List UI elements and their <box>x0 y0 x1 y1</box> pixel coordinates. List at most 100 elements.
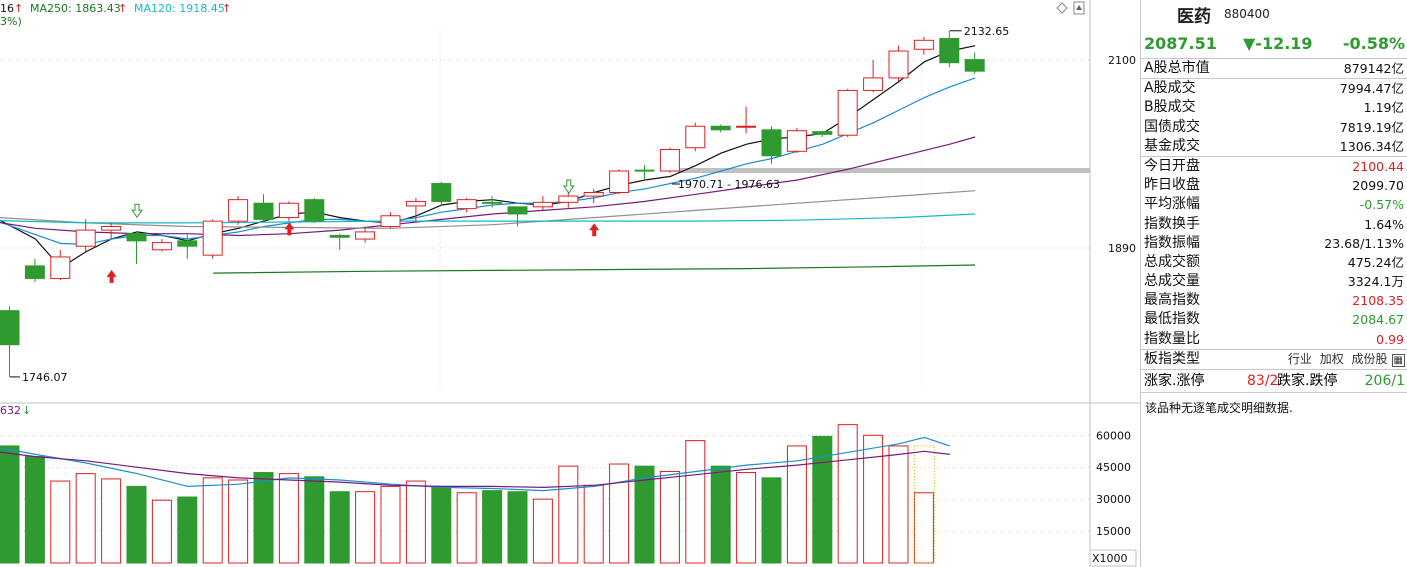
index-type-row: 板指类型 行业 加权 成份股 ▦ <box>1141 350 1407 370</box>
stat-label: 指数量比 <box>1144 330 1200 347</box>
stat-row: 总成交量 3324.1万 <box>1141 272 1407 291</box>
panel-header: 医药 880400 <box>1141 0 1407 28</box>
candle-body <box>278 202 299 219</box>
volume-bar <box>913 492 934 564</box>
candle-body <box>812 131 833 135</box>
volume-bar <box>812 435 833 564</box>
candle <box>837 88 858 137</box>
up-arrow-icon: ↑ <box>118 2 127 15</box>
candle-body <box>609 170 630 193</box>
index-name: 医药 <box>1177 7 1211 27</box>
stat-label: 指数换手 <box>1144 215 1200 232</box>
unit-box <box>1089 549 1137 567</box>
candle-body <box>634 169 655 172</box>
candle-body <box>888 50 909 79</box>
candle <box>863 60 884 93</box>
stat-label: 国债成交 <box>1144 118 1200 135</box>
candle-body <box>355 231 376 240</box>
candle <box>939 30 960 68</box>
chart-controls <box>1056 1 1085 15</box>
candle <box>659 147 680 173</box>
volume-tick-label: 45000 <box>1096 461 1131 474</box>
volume-bar <box>355 491 376 564</box>
volume-bar <box>24 456 45 564</box>
grid-icon[interactable]: ▦ <box>1391 353 1405 367</box>
candle-body <box>456 199 477 210</box>
stat-row: 最低指数 2084.67 <box>1141 310 1407 329</box>
candle-body <box>786 130 807 152</box>
candle-body <box>583 191 604 197</box>
volume-ma1-line <box>0 436 950 492</box>
stat-value: 3324.1万 <box>1347 274 1404 290</box>
volume-bar <box>405 480 426 564</box>
current-volume-frame <box>913 445 935 564</box>
candle <box>888 45 909 82</box>
sell-arrow-icon <box>131 203 143 219</box>
volume-bar <box>583 484 604 564</box>
index-code: 880400 <box>1224 7 1270 21</box>
volume-bar <box>202 477 223 564</box>
candle <box>761 126 782 164</box>
stat-row: 今日开盘 2100.44 <box>1141 157 1407 176</box>
market-cap-group: A股总市值 879142亿 <box>1141 59 1407 80</box>
candle <box>482 196 503 208</box>
candle <box>24 258 45 283</box>
candle-body <box>50 256 71 279</box>
scroll-up-button[interactable] <box>1073 1 1085 15</box>
stat-label: 基金成交 <box>1144 137 1200 154</box>
candle <box>278 201 299 222</box>
stat-row: 昨日收盘 2099.70 <box>1141 176 1407 195</box>
candle <box>50 249 71 281</box>
candle-body <box>24 265 45 279</box>
volume-bar <box>304 476 325 564</box>
ma20-line <box>0 136 976 237</box>
candle-body <box>482 201 503 204</box>
stat-row: 指数量比 0.99 <box>1141 330 1407 349</box>
candle <box>380 212 401 229</box>
candle-body <box>710 125 731 131</box>
stat-row: B股成交 1.19亿 <box>1141 98 1407 117</box>
stat-label: 指数振幅 <box>1144 234 1200 251</box>
stat-label: 最高指数 <box>1144 292 1200 309</box>
stat-row: 国债成交 7819.19亿 <box>1141 118 1407 137</box>
type-chip-constituents[interactable]: 成份股 <box>1351 351 1388 366</box>
stat-label: A股总市值 <box>1144 60 1210 76</box>
volume-bar <box>634 465 655 564</box>
stat-label: A股成交 <box>1144 80 1196 97</box>
candle-body <box>202 220 223 256</box>
candle-body <box>659 149 680 172</box>
last-price: 2087.51 <box>1144 34 1217 53</box>
candle <box>532 196 553 211</box>
candle <box>507 206 528 227</box>
volume-bar <box>0 445 20 564</box>
volume-bar <box>786 445 807 564</box>
candle-body <box>177 240 198 247</box>
candle-body <box>863 77 884 91</box>
stat-label: 最低指数 <box>1144 311 1200 328</box>
candle <box>558 192 579 208</box>
stat-row: 最高指数 2108.35 <box>1141 291 1407 310</box>
stat-value: 475.24亿 <box>1347 254 1404 270</box>
type-chip-weighted[interactable]: 加权 <box>1319 351 1344 366</box>
no-tick-data-note: 该品种无逐笔成交明细数据. <box>1145 401 1293 415</box>
candle-body <box>304 199 325 222</box>
turnover-group: A股成交 7994.47亿 B股成交 1.19亿 国债成交 7819.19亿 基金成交 130… <box>1141 79 1407 157</box>
candle-body <box>532 201 553 208</box>
stat-row: 基金成交 1306.34亿 <box>1141 137 1407 156</box>
stat-value: 23.68/1.13% <box>1324 235 1404 251</box>
candle <box>913 36 934 55</box>
sell-arrow-icon <box>562 179 575 194</box>
candle-body <box>329 234 350 238</box>
candle <box>228 196 249 225</box>
volume-bar <box>532 498 553 564</box>
ma120-line <box>0 213 976 224</box>
stat-label: 今日开盘 <box>1144 157 1200 174</box>
volume-bar <box>75 473 96 564</box>
candle-body <box>126 233 147 242</box>
type-chip-industry[interactable]: 行业 <box>1287 351 1312 366</box>
stat-label: B股成交 <box>1144 99 1196 116</box>
buy-arrow-icon <box>284 222 295 236</box>
candle <box>329 233 350 250</box>
stat-label: 总成交量 <box>1144 273 1200 290</box>
diamond-icon[interactable] <box>1056 2 1068 14</box>
